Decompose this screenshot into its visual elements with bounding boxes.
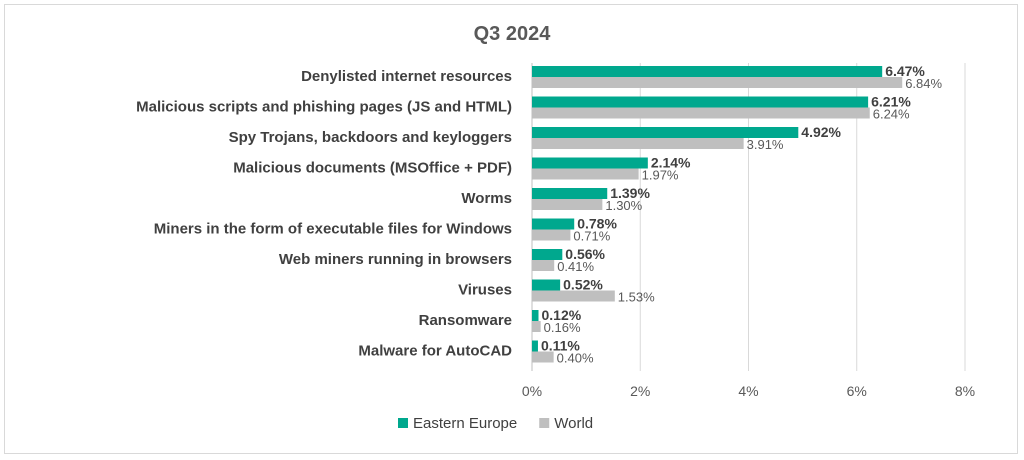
x-tick-label: 2% [630,383,650,399]
data-label-world: 0.40% [557,351,594,366]
bar-eastern-europe [532,340,538,352]
chart-title: Q3 2024 [474,23,552,45]
bar-world [532,199,603,210]
bar-world [532,107,870,119]
bar-world [532,260,555,271]
category-label: Ransomware [419,312,512,329]
legend: Eastern Europe World [398,415,593,432]
bar-eastern-europe [532,96,869,108]
data-label-world: 6.84% [905,76,942,91]
legend-swatch-world [539,418,550,428]
x-tick-label: 0% [522,383,542,399]
data-label-world: 1.30% [605,198,642,213]
data-label-world: 0.16% [544,320,581,335]
bar-eastern-europe [532,66,883,77]
data-label-world: 6.24% [873,107,910,122]
data-label-eastern-europe: 2.14% [651,155,691,171]
bar-eastern-europe [532,310,539,321]
labels-layer: Denylisted internet resources 6.47%6.84% M… [136,63,942,366]
category-label: Denylisted internet resources [301,68,512,85]
data-label-world: 1.53% [618,290,655,305]
bar-eastern-europe [532,279,561,291]
category-label: Spy Trojans, backdoors and keyloggers [229,129,512,146]
x-tick-label: 8% [955,383,975,399]
data-label-eastern-europe: 0.52% [563,277,603,293]
bar-eastern-europe [532,157,648,169]
bar-eastern-europe [532,127,799,138]
bar-world [532,321,541,332]
category-label: Viruses [458,282,512,299]
category-label: Miners in the form of executable files f… [154,221,512,238]
legend-swatch-eastern-europe [398,418,408,428]
legend-label-world: World [554,415,593,432]
data-label-world: 1.97% [642,168,679,183]
category-label: Malware for AutoCAD [358,343,512,360]
data-label-eastern-europe: 6.47% [885,63,925,79]
bar-eastern-europe [532,249,563,260]
x-tick-label: 6% [847,383,867,399]
x-tick-label: 4% [738,383,758,399]
bar-world [532,168,639,180]
data-label-eastern-europe: 0.78% [577,216,617,232]
bars-layer [532,66,903,363]
category-label: Worms [461,190,512,207]
data-label-world: 3.91% [747,137,784,152]
legend-label-eastern-europe: Eastern Europe [413,415,517,432]
data-label-world: 0.41% [557,259,594,274]
data-label-eastern-europe: 0.12% [541,307,581,323]
bar-eastern-europe [532,218,575,230]
data-label-eastern-europe: 4.92% [801,124,841,140]
bar-world [532,351,554,363]
data-label-eastern-europe: 1.39% [610,185,650,201]
bar-world [532,290,615,302]
bar-eastern-europe [532,188,608,199]
bar-world [532,229,571,241]
data-label-world: 0.71% [573,229,610,244]
category-label: Malicious documents (MSOffice + PDF) [233,160,512,177]
data-label-eastern-europe: 0.11% [541,338,580,354]
bar-world [532,138,744,149]
data-label-eastern-europe: 6.21% [871,94,911,110]
category-label: Web miners running in browsers [279,251,512,268]
bar-world [532,77,903,88]
category-label: Malicious scripts and phishing pages (JS… [136,99,512,116]
data-label-eastern-europe: 0.56% [565,246,605,262]
